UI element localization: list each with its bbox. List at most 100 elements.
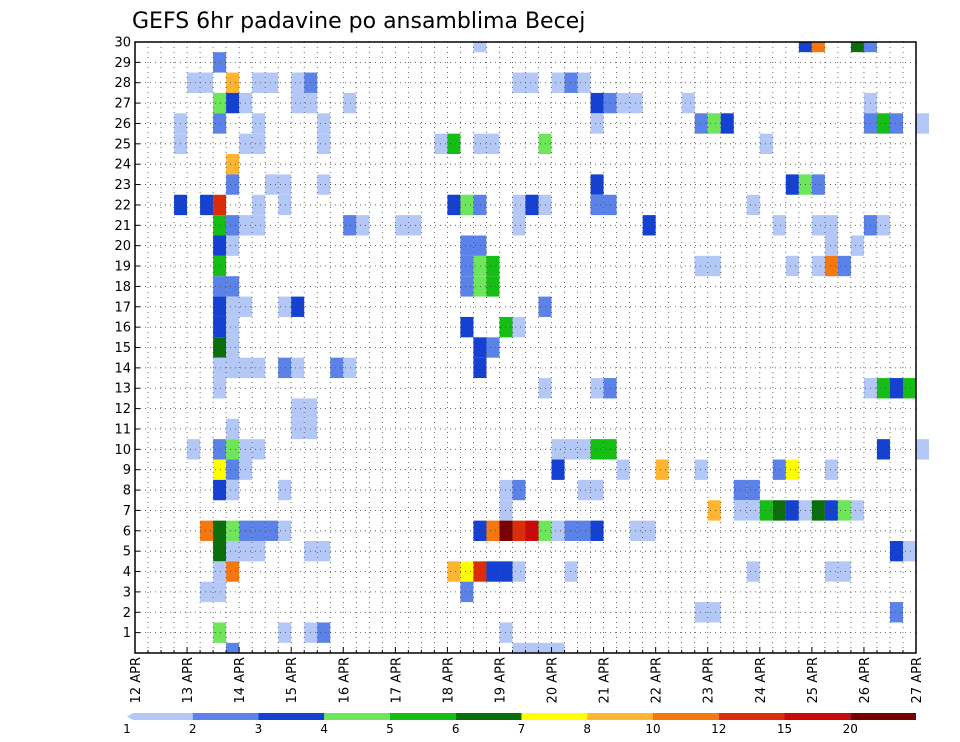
y-tick-label: 1 <box>123 626 131 641</box>
y-tick-label: 23 <box>114 178 131 193</box>
heatmap-cell <box>278 174 292 195</box>
chart-title: GEFS 6hr padavine po ansamblima Becej <box>132 9 585 34</box>
heatmap-cell <box>252 72 266 93</box>
heatmap-cell <box>226 642 240 653</box>
heatmap-cell <box>850 500 864 521</box>
heatmap-cell <box>278 194 292 216</box>
heatmap-cell <box>226 296 240 317</box>
heatmap-cell <box>772 459 786 480</box>
heatmap-cell <box>837 500 851 521</box>
heatmap-cell <box>213 439 227 460</box>
legend-swatch <box>521 713 588 720</box>
x-tick-label: 25 APR <box>806 657 821 703</box>
heatmap-cell <box>655 459 669 480</box>
heatmap-cell <box>473 194 487 216</box>
heatmap-cell <box>512 72 526 93</box>
heatmap-cell <box>889 113 903 134</box>
heatmap-cell <box>746 500 760 521</box>
heatmap-cell <box>863 42 877 53</box>
heatmap-cell <box>278 520 292 541</box>
heatmap-cell <box>187 72 201 93</box>
heatmap-cell <box>278 622 292 643</box>
heatmap-cell <box>590 479 604 501</box>
heatmap-cell <box>291 398 305 419</box>
y-tick-label: 18 <box>114 280 131 295</box>
heatmap-cell <box>447 561 461 582</box>
heatmap-cell <box>473 255 487 277</box>
heatmap-cell <box>551 520 565 541</box>
heatmap-cell <box>551 72 565 93</box>
y-axis: 1234567891011121314151617181920212223242… <box>114 36 140 641</box>
heatmap-cell <box>226 459 240 480</box>
x-tick-label: 12 APR <box>129 657 144 703</box>
heatmap-cell <box>694 255 708 277</box>
legend-label: 7 <box>518 722 526 736</box>
heatmap-cell <box>460 255 474 277</box>
heatmap-cell <box>317 113 331 134</box>
heatmap-cell <box>564 561 578 582</box>
x-tick-label: 23 APR <box>702 657 717 703</box>
heatmap-cell <box>707 113 721 134</box>
heatmap-cell <box>291 72 305 93</box>
legend-swatch <box>850 713 916 720</box>
heatmap-cell <box>226 479 240 501</box>
heatmap-cell <box>707 602 721 623</box>
heatmap-cell <box>564 72 578 93</box>
heatmap-cell <box>226 540 240 562</box>
y-tick-label: 5 <box>123 545 131 560</box>
heatmap-cell <box>408 215 422 236</box>
x-tick-label: 26 APR <box>858 657 873 703</box>
heatmap-cell <box>213 357 227 379</box>
heatmap-cell <box>590 92 604 114</box>
heatmap-cell <box>811 42 825 53</box>
heatmap-cell <box>759 500 773 521</box>
heatmap-cell <box>811 174 825 195</box>
heatmap-cell <box>213 540 227 562</box>
legend-label: 6 <box>452 722 460 736</box>
heatmap-cell <box>746 561 760 582</box>
heatmap-cell <box>213 337 227 358</box>
heatmap-cell <box>265 72 279 93</box>
y-tick-label: 14 <box>114 361 131 376</box>
heatmap-cell <box>837 255 851 277</box>
heatmap-cell <box>916 113 930 134</box>
heatmap-cell <box>200 520 214 541</box>
heatmap-cell <box>226 520 240 541</box>
heatmap-cell <box>525 520 539 541</box>
heatmap-cell <box>916 439 930 460</box>
x-tick-label: 22 APR <box>650 657 665 703</box>
heatmap-cell <box>850 235 864 256</box>
heatmap-cell <box>265 520 279 541</box>
legend-swatch <box>127 713 193 720</box>
legend-label: 5 <box>386 722 394 736</box>
heatmap-cell <box>252 215 266 236</box>
heatmap-cell <box>330 357 344 379</box>
x-tick-label: 14 APR <box>233 657 248 703</box>
heatmap-cell <box>512 215 526 236</box>
legend-swatch <box>718 713 785 720</box>
y-tick-label: 10 <box>114 443 131 458</box>
y-tick-label: 8 <box>123 484 131 499</box>
legend-swatch <box>587 713 653 720</box>
heatmap-cell <box>226 72 240 93</box>
heatmap-cell <box>772 500 786 521</box>
y-tick-label: 12 <box>114 402 131 417</box>
heatmap-cell <box>213 296 227 317</box>
heatmap-cell <box>538 642 552 653</box>
heatmap-cell <box>876 215 890 236</box>
heatmap-cell <box>226 276 240 297</box>
x-tick-label: 13 APR <box>181 657 196 703</box>
heatmap-cell <box>551 642 565 653</box>
heatmap-cells <box>174 42 930 653</box>
heatmap-cell <box>447 133 461 155</box>
y-tick-label: 26 <box>114 117 131 132</box>
heatmap-cell <box>226 418 240 440</box>
heatmap-cell <box>213 316 227 338</box>
heatmap-cell <box>785 500 799 521</box>
heatmap-cell <box>902 378 916 399</box>
legend-swatch <box>784 713 851 720</box>
x-tick-label: 21 APR <box>598 657 613 703</box>
legend-label: 3 <box>255 722 263 736</box>
heatmap-cell <box>746 479 760 501</box>
